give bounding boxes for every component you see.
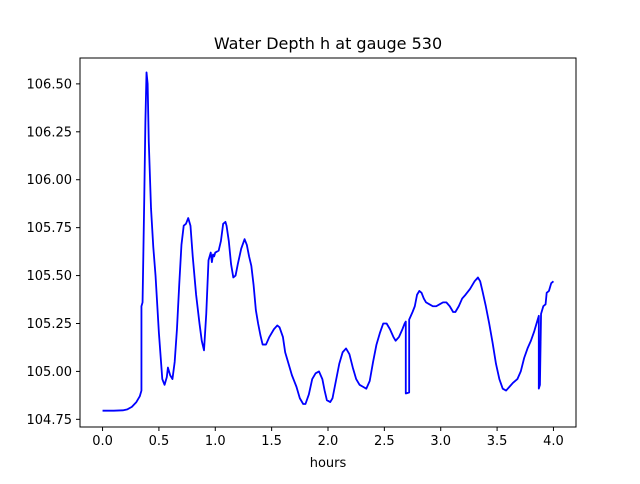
series-line-0: [102, 71, 555, 412]
x-tick-label: 2.0: [318, 434, 339, 449]
x-tick-label: 0.0: [92, 434, 113, 449]
x-tick-label: 4.0: [543, 434, 564, 449]
x-tick-label: 2.5: [374, 434, 395, 449]
y-tick-label: 106.00: [27, 173, 73, 188]
x-axis-label: hours: [310, 456, 347, 471]
x-tick-label: 1.0: [205, 434, 226, 449]
plot-layer: [102, 71, 555, 412]
y-tick-label: 105.50: [27, 269, 73, 284]
y-tick-label: 106.50: [27, 77, 73, 92]
y-tick-label: 104.75: [27, 413, 73, 428]
y-tick-label: 105.75: [27, 221, 73, 236]
y-tick-label: 105.00: [27, 365, 73, 380]
x-tick-label: 3.0: [430, 434, 451, 449]
x-tick-label: 1.5: [261, 434, 282, 449]
y-tick-label: 106.25: [27, 125, 73, 140]
y-tick-label: 105.25: [27, 317, 73, 332]
x-tick-label: 0.5: [149, 434, 170, 449]
axes-layer: 0.0 0.5 1.0 1.5 2.0 2.5 3.0 3.5 4.0 104.75 105.00 1…: [27, 57, 577, 449]
x-tick-label: 3.5: [487, 434, 508, 449]
chart-title: Water Depth h at gauge 530: [214, 34, 442, 53]
